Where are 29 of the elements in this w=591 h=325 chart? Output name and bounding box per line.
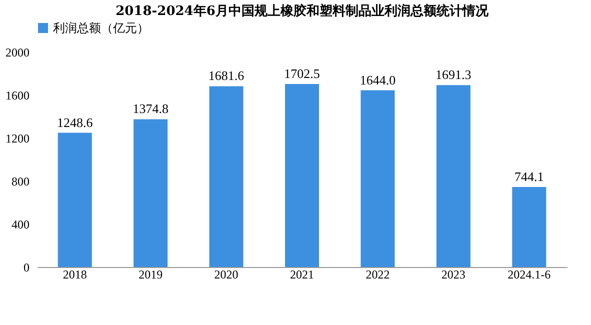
x-tick-label: 2022 bbox=[366, 268, 390, 282]
x-tick-label: 2018 bbox=[62, 268, 87, 282]
x-tick-label: 2020 bbox=[214, 268, 238, 282]
data-label: 1681.6 bbox=[208, 68, 245, 84]
y-tick-label: 1200 bbox=[6, 132, 30, 146]
y-tick-label: 0 bbox=[24, 260, 30, 274]
x-tick-label: 2019 bbox=[138, 268, 163, 282]
chart-title: 2018-2024年6月中国规上橡胶和塑料制品业利润总额统计情况 bbox=[116, 3, 490, 19]
data-label: 1248.6 bbox=[56, 114, 94, 130]
data-label: 1702.5 bbox=[284, 66, 320, 81]
bar bbox=[209, 86, 244, 267]
y-tick-label: 800 bbox=[12, 174, 30, 188]
data-label: 744.1 bbox=[514, 169, 544, 184]
x-tick-label: 2021 bbox=[290, 268, 314, 282]
x-tick-label: 2023 bbox=[441, 268, 466, 282]
bar bbox=[285, 84, 319, 267]
bar bbox=[436, 85, 470, 267]
legend-label: 利润总额（亿元） bbox=[53, 21, 149, 35]
bar bbox=[360, 90, 395, 267]
data-label: 1644.0 bbox=[360, 72, 396, 88]
data-label: 1691.3 bbox=[436, 67, 472, 82]
y-tick-label: 400 bbox=[12, 218, 30, 232]
y-tick-label: 2000 bbox=[6, 46, 30, 60]
y-tick-label: 1600 bbox=[6, 88, 30, 102]
bar bbox=[512, 187, 546, 267]
bar bbox=[58, 132, 92, 267]
bar bbox=[134, 119, 168, 267]
x-tick-label: 2024.1-6 bbox=[508, 268, 551, 282]
data-label: 1374.8 bbox=[132, 101, 168, 116]
